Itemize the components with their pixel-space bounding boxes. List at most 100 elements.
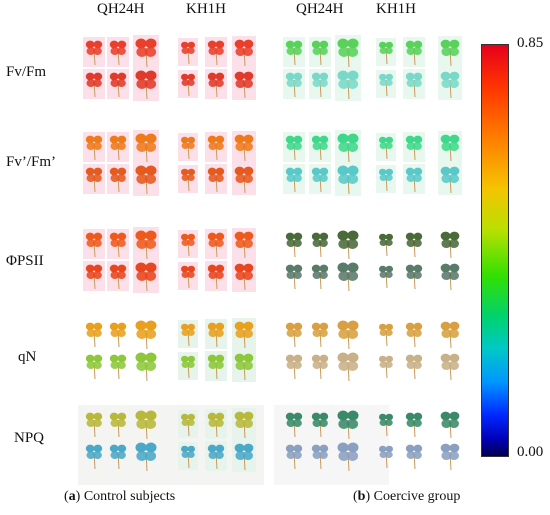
seedling-control [85,444,103,470]
column-header-qh24h-coercive: QH24H [296,1,344,17]
seedling-control [85,354,103,380]
column-header-kh1h-control: KH1H [186,1,226,17]
seedling-coercive [378,265,394,289]
colorbar-max-label: 0.85 [517,35,544,51]
caption-control-text: Control subjects [80,489,176,504]
seedling-coercive [440,353,460,381]
seedling-coercive [283,164,305,194]
caption-coercive-text: Coercive group [370,489,461,504]
seedling-coercive [309,69,331,99]
seedling-coercive [311,354,329,380]
seedling-coercive [309,37,331,67]
seedling-control [107,69,129,99]
seedling-coercive [285,264,303,290]
seedling-coercive [438,36,462,68]
seedling-control [178,165,198,193]
seedling-coercive [335,35,361,69]
seedling-coercive [309,132,331,162]
seedling-control [107,132,129,162]
seedling-coercive [405,412,423,438]
seedling-control [232,408,256,440]
seedling-coercive [311,444,329,470]
seedling-control [232,131,256,163]
seedling-control [205,229,227,259]
seedling-coercive [405,322,423,348]
seedling-coercive [311,264,329,290]
seedling-coercive [405,264,423,290]
seedling-coercive [440,443,460,471]
seedling-control [178,230,198,258]
seedling-coercive [335,130,361,164]
column-header-qh24h-control: QH24H [97,1,145,17]
seedling-coercive [285,444,303,470]
seedling-coercive [285,354,303,380]
seedling-control [135,410,157,440]
caption-coercive: (b) Coercive group [353,489,461,504]
seedling-control [178,38,198,66]
seedling-coercive [285,322,303,348]
seedling-coercive [311,412,329,438]
seedling-control [109,444,127,470]
seedling-coercive [337,442,359,472]
seedling-coercive [283,37,305,67]
seedling-control [133,130,159,164]
seedling-coercive [378,355,394,379]
seedling-coercive [309,164,331,194]
seedling-control [232,350,256,382]
seedling-control [232,36,256,68]
seedling-coercive [403,69,425,99]
seedling-control [83,69,105,99]
seedling-coercive [335,67,361,101]
seedling-control [83,261,105,291]
seedling-coercive [440,231,460,259]
seedling-coercive [376,70,396,98]
row-label-fv-fm: Fv/Fm [6,64,47,80]
seedling-control [205,351,227,381]
seedling-control [85,322,103,348]
seedling-coercive [438,131,462,163]
seedling-control [178,410,198,438]
seedling-control [109,412,127,438]
seedling-control [133,227,159,261]
seedling-coercive [440,321,460,349]
seedling-control [178,262,198,290]
row-label-phi-psii: ΦPSII [6,253,44,269]
caption-coercive-letter: b [357,489,366,504]
seedling-coercive [405,444,423,470]
seedling-control [107,229,129,259]
seedling-coercive [285,232,303,258]
seedling-coercive [440,263,460,291]
row-label-qn: qN [18,349,37,365]
seedling-control [83,229,105,259]
seedling-control [83,164,105,194]
seedling-control [133,35,159,69]
row-label-fv-prime-fm-prime: Fv’/Fm’ [6,154,57,170]
seedling-control [109,354,127,380]
seedling-control [205,164,227,194]
seedling-control [107,37,129,67]
seedling-coercive [337,230,359,260]
seedling-control [178,442,198,470]
seedling-coercive [311,232,329,258]
seedling-control [205,409,227,439]
seedling-control [133,259,159,293]
seedling-image-grid [83,35,462,472]
seedling-control [133,67,159,101]
seedling-coercive [285,412,303,438]
seedling-control [232,318,256,350]
seedling-control [83,37,105,67]
seedling-coercive [337,262,359,292]
seedling-coercive [283,69,305,99]
seedling-control [178,133,198,161]
seedling-control [205,319,227,349]
seedling-coercive [283,132,305,162]
seedling-control [107,261,129,291]
seedling-control [232,440,256,472]
seedling-coercive [378,413,394,437]
seedling-coercive [403,37,425,67]
seedling-control [83,132,105,162]
seedling-control [232,260,256,292]
seedling-coercive [376,133,396,161]
seedling-control [232,68,256,100]
seedling-coercive [311,322,329,348]
